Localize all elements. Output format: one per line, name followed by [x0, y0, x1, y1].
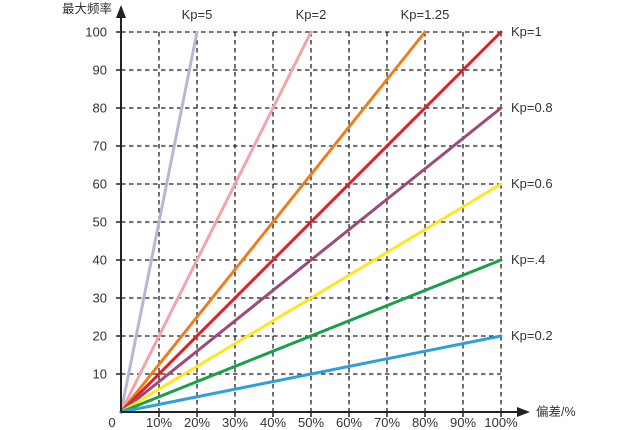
y-tick-label-80: 80	[93, 101, 107, 116]
series-line-kp-4	[119, 258, 503, 414]
y-tick-label-90: 90	[93, 63, 107, 78]
y-tick-label-100: 100	[85, 25, 107, 40]
series-label-kp-1-25: Kp=1.25	[401, 7, 450, 22]
x-tick-label-60: 60%	[336, 415, 362, 430]
x-axis-arrow	[517, 407, 530, 417]
x-tick-label-40: 40%	[260, 415, 286, 430]
series-line-kp-0-6	[119, 182, 503, 414]
x-tick-label-80: 80%	[412, 415, 438, 430]
series-label-kp-0-8: Kp=0.8	[511, 100, 553, 115]
x-axis-title: 偏差/%	[536, 404, 576, 419]
axis-layer	[116, 5, 530, 417]
series-label-kp-0-6: Kp=0.6	[511, 176, 553, 191]
x-tick-label-0: 0	[108, 415, 115, 430]
series-line-kp-0-8	[119, 106, 503, 414]
x-tick-label-30: 30%	[222, 415, 248, 430]
series-label-kp-2: Kp=2	[296, 7, 327, 22]
series-line-kp-1-25	[119, 30, 427, 414]
y-tick-label-70: 70	[93, 139, 107, 154]
y-tick-label-40: 40	[93, 253, 107, 268]
y-axis-title: 最大频率	[62, 1, 112, 16]
tick-label-layer: 10 20 30 40 50 60 70 80 90 100 0 10% 20% 30% 40% 50% 60%…	[85, 25, 518, 430]
series-label-kp-1: Kp=1	[511, 24, 542, 39]
y-tick-label-10: 10	[93, 367, 107, 382]
y-axis-arrow	[116, 5, 126, 18]
series-layer	[119, 30, 503, 414]
y-tick-label-50: 50	[93, 215, 107, 230]
series-line-kp-1	[119, 30, 503, 414]
series-label-kp-5: Kp=5	[182, 7, 213, 22]
x-tick-label-10: 10%	[146, 415, 172, 430]
series-label-layer: Kp=5 Kp=2 Kp=1.25 Kp=1 Kp=0.8 Kp=0.6 Kp=.4 Kp=0…	[182, 7, 553, 343]
x-tick-label-90: 90%	[450, 415, 476, 430]
series-line-kp-0-2	[119, 334, 503, 414]
series-label-kp-0-2: Kp=0.2	[511, 328, 553, 343]
x-tick-label-50: 50%	[298, 415, 324, 430]
y-tick-label-20: 20	[93, 329, 107, 344]
y-tick-label-60: 60	[93, 177, 107, 192]
x-tick-label-20: 20%	[184, 415, 210, 430]
series-line-kp-5	[119, 30, 199, 414]
x-tick-label-100: 100%	[484, 415, 518, 430]
y-tick-label-30: 30	[93, 291, 107, 306]
x-tick-label-70: 70%	[374, 415, 400, 430]
series-label-kp-4: Kp=.4	[511, 252, 545, 267]
series-line-kp-2	[119, 30, 313, 414]
